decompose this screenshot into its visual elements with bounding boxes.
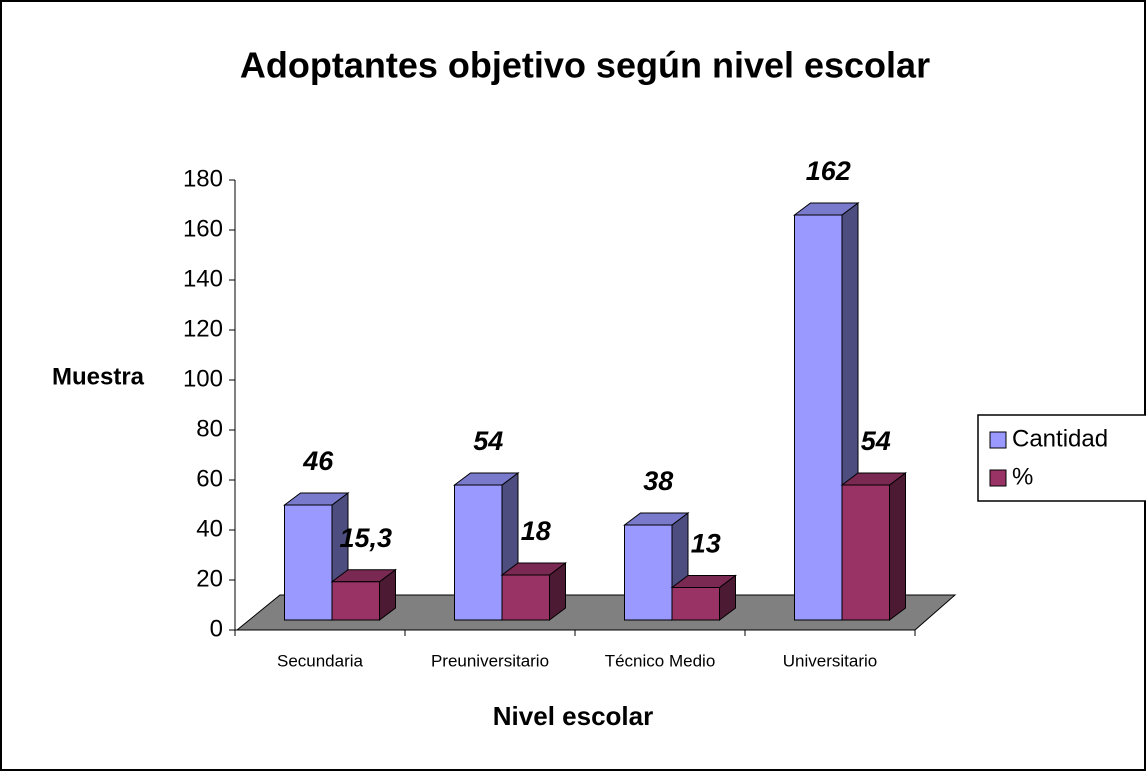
x-axis-title: Nivel escolar — [493, 701, 653, 731]
y-tick-label: 60 — [196, 465, 223, 492]
y-tick-label: 120 — [183, 315, 223, 342]
legend-label: % — [1012, 463, 1033, 490]
y-tick-label: 40 — [196, 515, 223, 542]
legend-label: Cantidad — [1012, 425, 1108, 452]
bar — [500, 562, 567, 621]
bar — [453, 472, 520, 621]
data-label: 46 — [302, 446, 334, 476]
bar-front — [794, 214, 843, 621]
bar-front — [454, 484, 503, 621]
x-tick-label: Preuniversitario — [431, 651, 549, 670]
y-axis-title: Muestra — [52, 363, 145, 390]
bar — [840, 472, 907, 621]
y-tick-label: 20 — [196, 565, 223, 592]
x-tick-label: Técnico Medio — [605, 651, 716, 670]
y-tick-label: 100 — [183, 365, 223, 392]
bar-front — [501, 574, 550, 621]
data-label: 162 — [806, 156, 851, 186]
legend-swatch — [989, 431, 1007, 449]
data-label: 18 — [521, 516, 551, 546]
x-tick-label: Secundaria — [277, 651, 364, 670]
y-tick-label: 160 — [183, 215, 223, 242]
data-label: 38 — [643, 466, 673, 496]
data-label: 54 — [473, 426, 503, 456]
bar-side — [889, 472, 906, 621]
bar-front — [671, 587, 720, 621]
y-tick-label: 180 — [183, 165, 223, 192]
bar-front — [284, 504, 333, 621]
data-label: 54 — [861, 426, 891, 456]
data-label: 15,3 — [339, 523, 392, 553]
y-tick-label: 0 — [210, 615, 223, 642]
y-tick-label: 140 — [183, 265, 223, 292]
legend-swatch — [989, 469, 1007, 487]
x-tick-label: Universitario — [783, 651, 877, 670]
bar-front — [624, 524, 673, 621]
bar-front — [841, 484, 890, 621]
legend-box — [977, 414, 1146, 502]
chart-title: Adoptantes objetivo según nivel escolar — [240, 45, 930, 86]
data-label: 13 — [691, 529, 721, 559]
bar — [670, 574, 737, 621]
bar — [330, 568, 397, 621]
bar — [623, 512, 690, 621]
bar-front — [331, 581, 380, 621]
y-tick-label: 80 — [196, 415, 223, 442]
